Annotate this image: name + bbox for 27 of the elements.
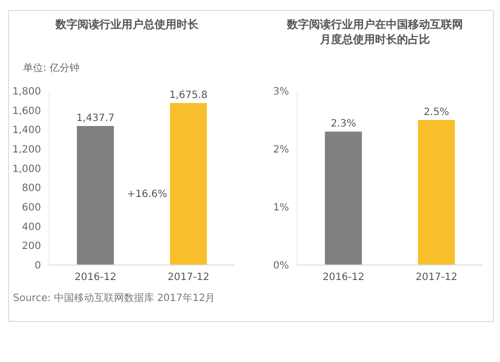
- data-label: 2.3%: [330, 118, 356, 130]
- y-tick-label: 200: [22, 241, 41, 252]
- y-tick-label: 1,000: [12, 164, 41, 175]
- chart-title: 数字阅读行业用户在中国移动互联网月度总使用时长的占比: [286, 17, 464, 48]
- y-tick-label: 1,800: [12, 86, 41, 98]
- y-tick-label: 800: [22, 183, 41, 194]
- y-tick-label: 1%: [273, 202, 289, 214]
- y-tick-label: 0: [34, 260, 41, 272]
- data-label: 1,437.7: [76, 113, 114, 124]
- x-tick-label: 2017-12: [416, 272, 458, 284]
- source-note: Source: 中国移动互联网数据库 2017年12月: [13, 292, 216, 305]
- annotation: +16.6%: [127, 189, 168, 200]
- x-tick-label: 2016-12: [74, 272, 116, 284]
- y-axis-title: 单位: 亿分钟: [22, 62, 81, 76]
- y-tick-label: 2%: [273, 144, 289, 156]
- y-tick-label: 600: [22, 202, 41, 214]
- y-tick-label: 0%: [273, 260, 289, 272]
- data-label: 1,675.8: [169, 90, 208, 102]
- y-tick-label: 1,600: [12, 106, 41, 117]
- chart-title: 数字阅读行业用户总使用时长: [54, 17, 200, 33]
- y-tick-label: 400: [22, 222, 41, 233]
- data-label: 2.5%: [424, 107, 450, 118]
- y-tick-label: 1,400: [12, 125, 41, 136]
- x-tick-label: 2016-12: [322, 272, 364, 284]
- y-tick-label: 1,200: [12, 144, 41, 156]
- y-tick-label: 3%: [273, 86, 289, 98]
- x-tick-label: 2017-12: [168, 272, 210, 284]
